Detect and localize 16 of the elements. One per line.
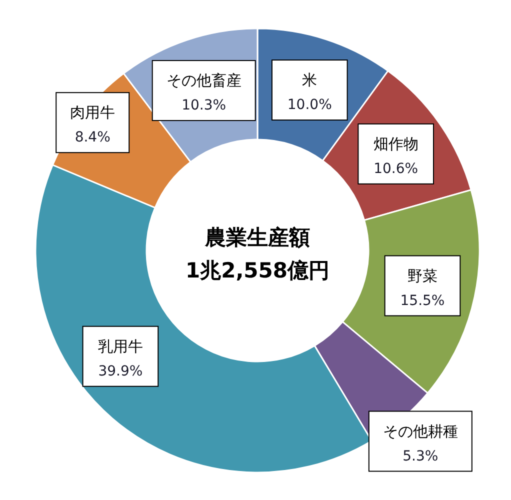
data-label: 10.0% <box>287 97 332 114</box>
data-label: 8.4% <box>74 130 110 146</box>
slice-label: 米 <box>302 71 318 90</box>
data-label: 10.6% <box>374 160 418 177</box>
slice-label: 肉用牛 <box>70 104 116 122</box>
text: 1兆2,558億円 <box>185 258 330 282</box>
data-label: 5.3% <box>402 448 438 464</box>
data-label: 39.9% <box>98 363 143 380</box>
data-label: 10.3% <box>182 98 226 114</box>
data-label: 15.5% <box>400 292 445 309</box>
slice-label: 野菜 <box>407 266 438 285</box>
slice-label: その他畜産 <box>166 72 242 90</box>
text: 農業生産額 <box>204 226 310 250</box>
slice-label: その他耕種 <box>382 422 458 440</box>
slice-label: 乳用牛 <box>98 337 143 356</box>
slice-label: 畑作物 <box>373 134 418 153</box>
